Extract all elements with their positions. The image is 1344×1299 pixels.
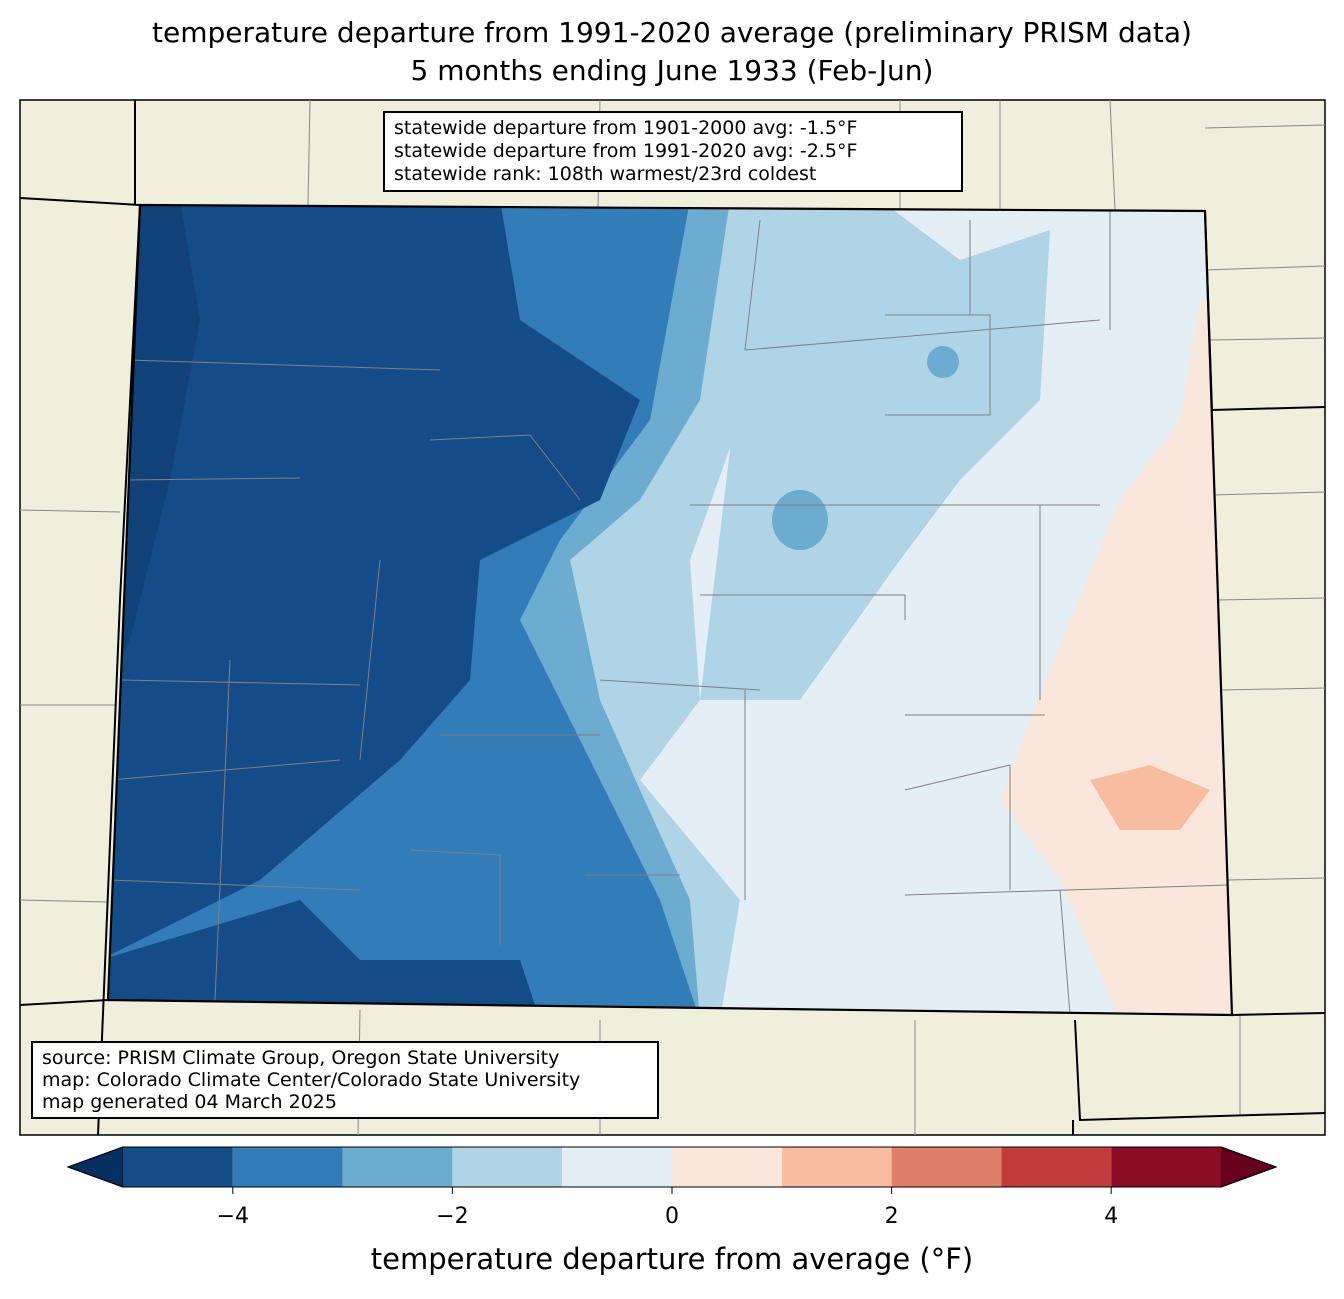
colorbar-tick-label: −4 [216, 1204, 250, 1229]
credit-generated: map generated 04 March 2025 [42, 1091, 337, 1113]
colorbar-outline [66, 1146, 1278, 1188]
temperature-field [108, 205, 1232, 1015]
colorbar-tick-label: 4 [1104, 1204, 1119, 1229]
colorbar-bin [562, 1147, 672, 1187]
map-title: temperature departure from 1991-2020 ave… [152, 16, 1192, 49]
colorbar-bin [1111, 1147, 1221, 1187]
colorbar-bin [452, 1147, 563, 1187]
colorbar-bin [891, 1147, 1002, 1187]
colorbar-bin [1001, 1147, 1112, 1187]
statewide-stats-box: statewide departure from 1901-2000 avg: … [383, 111, 963, 192]
county-lines [109, 210, 1231, 1015]
map-subtitle: 5 months ending June 1933 (Feb-Jun) [410, 54, 934, 87]
stat-departure-1991-2020: statewide departure from 1991-2020 avg: … [394, 140, 858, 162]
colorbar-bin [232, 1147, 343, 1187]
colorbar-tick-label: −2 [436, 1204, 469, 1229]
stat-departure-1901-2000: statewide departure from 1901-2000 avg: … [394, 117, 858, 139]
state-borders [19, 100, 1326, 1136]
colorbar [66, 1146, 1278, 1194]
colorbar-bin [342, 1147, 453, 1187]
colorbar-tick-label: 2 [884, 1204, 899, 1229]
stat-rank: statewide rank: 108th warmest/23rd colde… [394, 163, 817, 185]
credit-map: map: Colorado Climate Center/Colorado St… [42, 1069, 581, 1091]
colorbar-extend-high [1220, 1146, 1278, 1188]
colorbar-bin [781, 1147, 892, 1187]
colorbar-bin [672, 1147, 782, 1187]
credits-box: source: PRISM Climate Group, Oregon Stat… [31, 1041, 659, 1119]
credit-source: source: PRISM Climate Group, Oregon Stat… [42, 1047, 560, 1069]
colorbar-label: temperature departure from average (°F) [370, 1242, 974, 1276]
colorbar-tick-label: 0 [665, 1204, 679, 1229]
colorbar-bin [123, 1147, 233, 1187]
colorbar-extend-low [66, 1146, 124, 1188]
